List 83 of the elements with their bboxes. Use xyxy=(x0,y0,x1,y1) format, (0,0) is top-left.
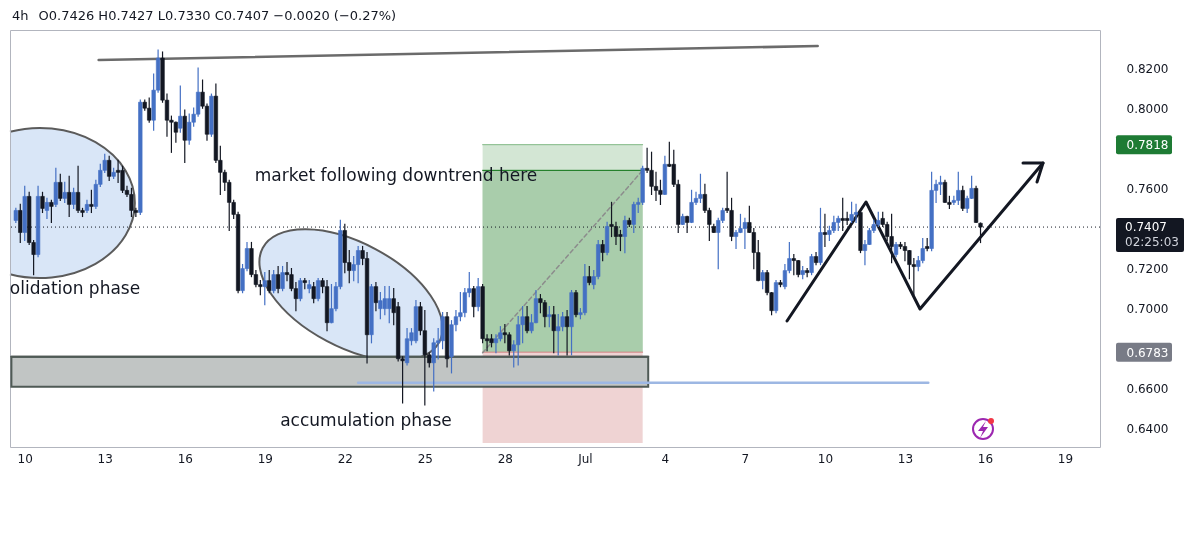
candlestick xyxy=(382,286,387,316)
candlestick xyxy=(280,265,285,292)
candlestick xyxy=(622,215,627,254)
x-tick-label: 7 xyxy=(741,451,750,466)
candlestick xyxy=(685,215,690,234)
candlestick xyxy=(107,155,112,181)
candlestick xyxy=(67,175,72,218)
x-tick-label: 25 xyxy=(417,451,433,466)
y-tick-label: 0.6400 xyxy=(1126,422,1169,437)
candlestick xyxy=(462,288,467,318)
candlestick xyxy=(600,239,605,262)
candlestick xyxy=(262,271,267,306)
x-tick-label: 28 xyxy=(497,451,513,466)
candlestick xyxy=(267,269,272,294)
candlestick xyxy=(698,173,703,204)
y-tick-label: 0.7200 xyxy=(1126,262,1169,277)
y-tick-label: 0.6783 xyxy=(1126,345,1169,360)
y-tick-label: 0.7818 xyxy=(1126,138,1169,153)
candlestick xyxy=(618,229,623,252)
candlestick xyxy=(271,269,276,294)
x-tick-label: 19 xyxy=(257,451,273,466)
chart-subtitle: O0.7426 H0.7427 L0.7330 C0.7407 −0.0020 (−0.27%) xyxy=(38,8,397,23)
candlestick xyxy=(493,334,499,354)
candlestick xyxy=(53,167,58,208)
candlestick xyxy=(653,171,659,202)
annotation: market following downtrend here xyxy=(254,165,538,185)
x-tick-label: 13 xyxy=(97,451,113,466)
x-tick-label: 19 xyxy=(1057,451,1074,466)
candlestick xyxy=(311,282,316,304)
candlestick xyxy=(129,187,134,218)
candlestick xyxy=(853,203,859,224)
x-tick-label: 22 xyxy=(337,451,353,466)
candlestick xyxy=(49,199,54,224)
candlestick xyxy=(58,173,63,202)
candlestick xyxy=(89,189,94,214)
candlestick xyxy=(556,314,561,356)
candlestick xyxy=(44,197,50,220)
candlestick xyxy=(476,278,481,312)
candlestick xyxy=(40,191,45,214)
y-tick-label: 0.7000 xyxy=(1126,302,1169,317)
candlestick xyxy=(524,306,530,334)
x-tick-label: 10 xyxy=(17,451,33,466)
candlestick xyxy=(373,282,379,312)
x-tick-label: 16 xyxy=(177,451,193,466)
candlestick xyxy=(378,292,383,320)
candlestick xyxy=(316,278,321,302)
candlestick xyxy=(75,165,81,214)
annotation: accumulation phase xyxy=(280,410,452,430)
candlestick xyxy=(71,187,76,210)
y-tick-label: 0.6600 xyxy=(1126,382,1169,397)
x-tick-label: Jul xyxy=(577,451,593,466)
candlestick xyxy=(178,85,183,133)
annotation: olidation phase xyxy=(9,278,141,298)
candlestick xyxy=(62,181,67,204)
x-tick-label: 10 xyxy=(817,451,834,466)
y-tick-label: 0.7600 xyxy=(1126,181,1169,196)
candlestick xyxy=(849,201,854,224)
candlestick xyxy=(809,253,814,276)
candlestick xyxy=(960,185,965,212)
candlestick xyxy=(689,189,694,224)
y-tick-label: 0.8000 xyxy=(1126,101,1169,116)
candlestick xyxy=(298,278,303,302)
candlestick xyxy=(760,269,765,290)
x-tick-label: 13 xyxy=(897,451,914,466)
candlestick xyxy=(587,265,592,286)
candlestick xyxy=(329,284,334,324)
candlestick xyxy=(942,179,948,204)
candlestick xyxy=(742,217,748,250)
ref-line-label: 0.7407 xyxy=(1125,219,1168,235)
chart-title: 4h xyxy=(12,8,29,23)
text: 02:25:03 xyxy=(1125,234,1179,250)
x-tick-label: 16 xyxy=(977,451,994,466)
candlestick xyxy=(805,267,810,278)
candlestick xyxy=(733,229,739,250)
y-tick-label: 0.8200 xyxy=(1126,61,1169,76)
candlestick xyxy=(471,286,476,318)
candlestick xyxy=(551,306,556,354)
candlestick xyxy=(18,203,23,244)
candlestick xyxy=(547,306,552,328)
x-tick-label: 4 xyxy=(661,451,670,466)
candlestick xyxy=(276,265,281,294)
candlestick xyxy=(889,213,894,264)
candlestick xyxy=(902,241,908,262)
